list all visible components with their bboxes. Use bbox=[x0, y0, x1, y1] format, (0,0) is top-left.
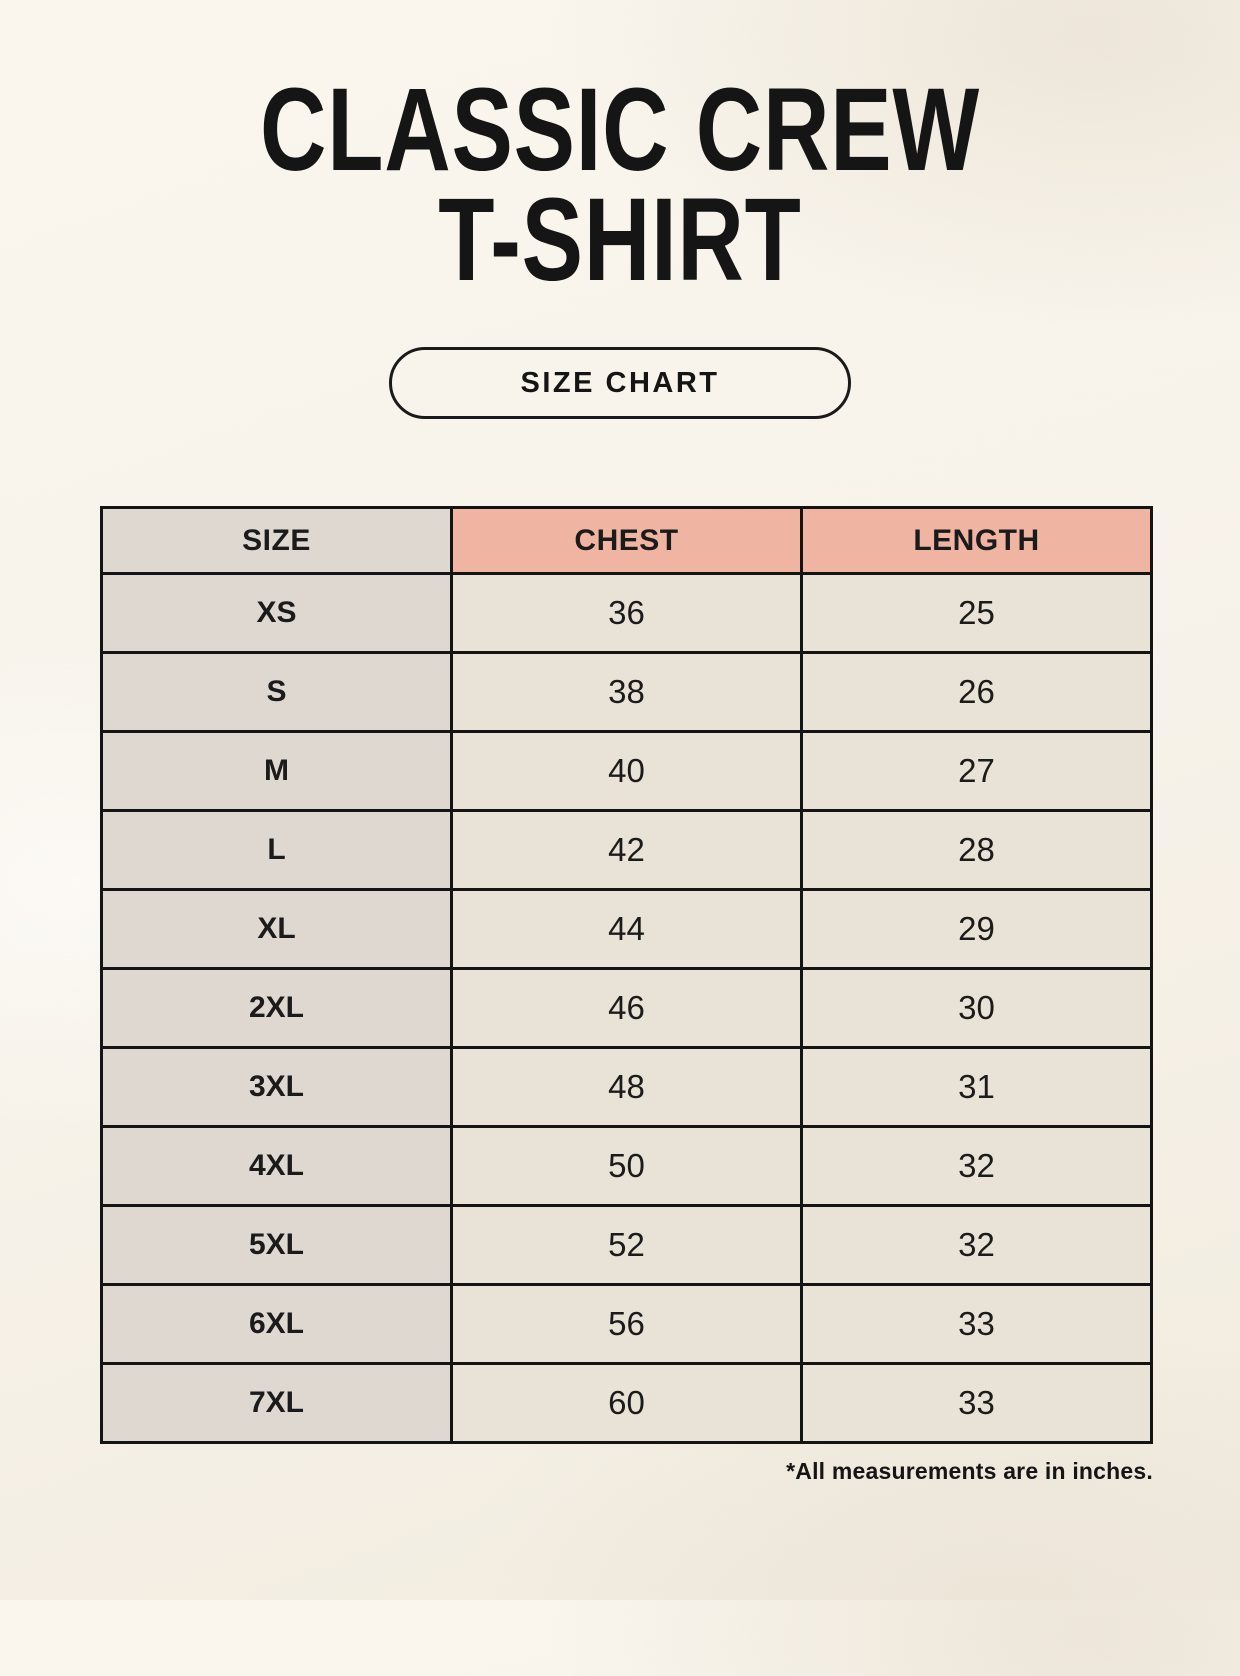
column-header-chest: CHEST bbox=[450, 506, 803, 576]
table-row: 7XL 60 33 bbox=[100, 1362, 1153, 1445]
table-row: S 38 26 bbox=[100, 651, 1153, 734]
length-cell: 31 bbox=[800, 1046, 1153, 1129]
chest-cell: 50 bbox=[450, 1125, 803, 1208]
table-row: 4XL 50 32 bbox=[100, 1125, 1153, 1208]
table-row: 6XL 56 33 bbox=[100, 1283, 1153, 1366]
chest-cell: 48 bbox=[450, 1046, 803, 1129]
length-cell: 26 bbox=[800, 651, 1153, 734]
page-title-line-1: CLASSIC CREW bbox=[259, 64, 981, 196]
table-row: 2XL 46 30 bbox=[100, 967, 1153, 1050]
length-cell: 27 bbox=[800, 730, 1153, 813]
table-header: SIZE CHEST LENGTH bbox=[100, 506, 1153, 576]
size-chart-pill-container: SIZE CHART bbox=[0, 347, 1240, 420]
length-cell: 32 bbox=[800, 1204, 1153, 1287]
size-rows: XS 36 25 S 38 26 M 40 27 L 42 28 XL 44 29 2XL 46 30 3XL 48 3… bbox=[100, 572, 1153, 1445]
chest-cell: 56 bbox=[450, 1283, 803, 1366]
size-cell: 3XL bbox=[100, 1046, 453, 1129]
table-row: 5XL 52 32 bbox=[100, 1204, 1153, 1287]
table-row: XL 44 29 bbox=[100, 888, 1153, 971]
header-row: SIZE CHEST LENGTH bbox=[100, 506, 1153, 576]
length-cell: 25 bbox=[800, 572, 1153, 655]
column-header-length: LENGTH bbox=[800, 506, 1153, 576]
size-cell: 2XL bbox=[100, 967, 453, 1050]
page-title-line-2: T-SHIRT bbox=[438, 173, 802, 306]
table-row: 3XL 48 31 bbox=[100, 1046, 1153, 1129]
length-cell: 33 bbox=[800, 1283, 1153, 1366]
table-row: L 42 28 bbox=[100, 809, 1153, 892]
length-cell: 28 bbox=[800, 809, 1153, 892]
length-cell: 33 bbox=[800, 1362, 1153, 1445]
size-cell: XS bbox=[100, 572, 453, 655]
chest-cell: 38 bbox=[450, 651, 803, 734]
chest-cell: 44 bbox=[450, 888, 803, 971]
size-chart-table: SIZE CHEST LENGTH XS 36 25 S 38 26 M 40 27 L 42 28 X… bbox=[100, 506, 1153, 1445]
table-row: M 40 27 bbox=[100, 730, 1153, 813]
size-chart-table-container: SIZE CHEST LENGTH XS 36 25 S 38 26 M 40 27 L 42 28 X… bbox=[100, 506, 1153, 1445]
size-cell: M bbox=[100, 730, 453, 813]
size-cell: S bbox=[100, 651, 453, 734]
size-cell: 4XL bbox=[100, 1125, 453, 1208]
chest-cell: 36 bbox=[450, 572, 803, 655]
size-cell: 5XL bbox=[100, 1204, 453, 1287]
chest-cell: 42 bbox=[450, 809, 803, 892]
chest-cell: 60 bbox=[450, 1362, 803, 1445]
length-cell: 29 bbox=[800, 888, 1153, 971]
column-header-size: SIZE bbox=[100, 506, 453, 576]
size-cell: XL bbox=[100, 888, 453, 971]
page-title: CLASSIC CREW T-SHIRT bbox=[136, 64, 1103, 306]
chest-cell: 46 bbox=[450, 967, 803, 1050]
size-chart-button[interactable]: SIZE CHART bbox=[389, 347, 851, 420]
table-row: XS 36 25 bbox=[100, 572, 1153, 655]
chest-cell: 52 bbox=[450, 1204, 803, 1287]
chest-cell: 40 bbox=[450, 730, 803, 813]
length-cell: 32 bbox=[800, 1125, 1153, 1208]
length-cell: 30 bbox=[800, 967, 1153, 1050]
measurements-footnote: *All measurements are in inches. bbox=[786, 1458, 1153, 1485]
size-cell: 7XL bbox=[100, 1362, 453, 1445]
size-cell: L bbox=[100, 809, 453, 892]
size-cell: 6XL bbox=[100, 1283, 453, 1366]
